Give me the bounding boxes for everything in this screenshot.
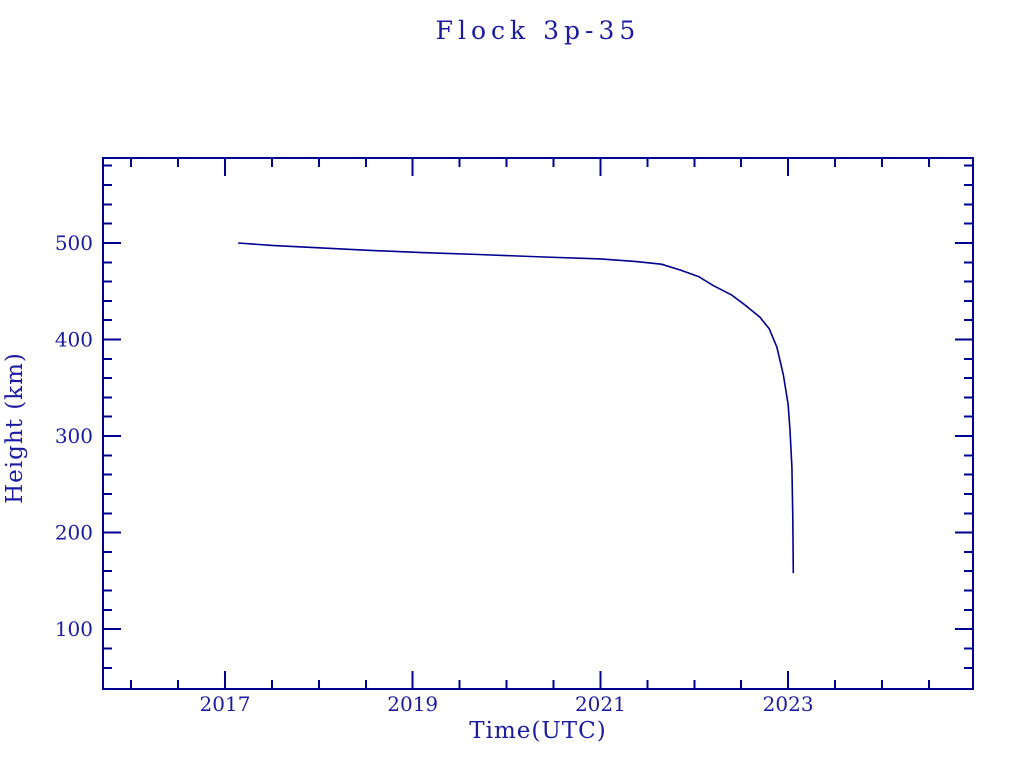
x-tick-label: 2017 [200,692,251,716]
plot-frame [102,157,974,690]
y-tick-label: 100 [55,617,93,641]
axis-tick-labels: 2017 2019 2021 2023 100 200 300 400 500 [55,231,814,716]
y-tick-label: 500 [55,231,93,255]
chart-title: Flock 3p-35 [435,16,641,45]
y-tick-label: 200 [55,521,93,545]
x-tick-label: 2021 [575,692,626,716]
height-curve [238,242,795,574]
x-tick-label: 2019 [387,692,438,716]
height-curve-line [238,242,795,574]
y-tick-label: 300 [55,424,93,448]
y-tick-label: 400 [55,328,93,352]
plot-frame-rect [102,157,974,690]
x-axis-label: Time(UTC) [469,718,607,744]
y-axis-label: Height (km) [2,352,28,504]
x-tick-label: 2023 [763,692,814,716]
axis-ticks [103,158,973,689]
